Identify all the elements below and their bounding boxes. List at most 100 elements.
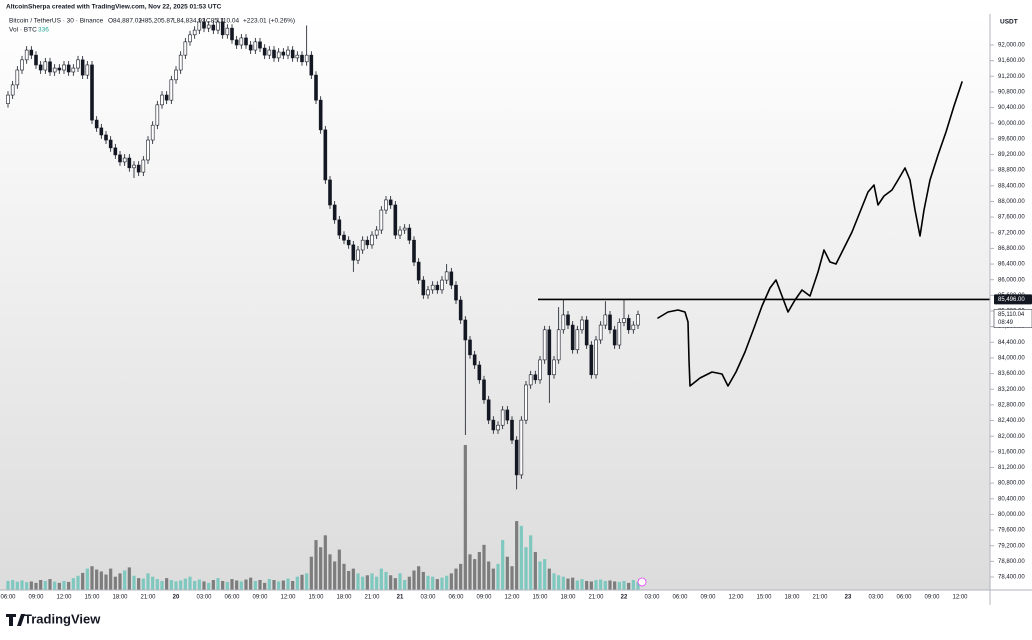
- candle-body: [136, 164, 141, 173]
- y-tick-label: 90,800.00: [998, 90, 1025, 96]
- plot-area: [6, 17, 990, 590]
- volume-bar: [113, 576, 117, 590]
- candle-body: [225, 27, 230, 36]
- candle-body: [636, 314, 640, 326]
- volume-bar: [104, 574, 108, 590]
- candle-body: [538, 359, 542, 381]
- candle-body: [570, 324, 575, 351]
- candle-body: [510, 419, 514, 441]
- volume-bar: [174, 581, 178, 590]
- x-tick-label: 03:00: [196, 595, 212, 601]
- time-axis: 06:00 09:00 12:00 15:00 18:00 21:00 20 03:00 06:…: [0, 595, 968, 601]
- candle-body: [524, 384, 528, 421]
- volume-bar: [29, 581, 33, 590]
- x-tick-label: 03:00: [868, 595, 884, 601]
- volume-bar: [20, 580, 24, 590]
- candle-body: [356, 249, 360, 261]
- volume-bar: [230, 579, 234, 590]
- volume-bar: [183, 578, 187, 590]
- y-tick-label: 86,800.00: [998, 246, 1025, 252]
- volume-bar: [501, 540, 505, 590]
- candle-body: [85, 64, 90, 76]
- volume-bar: [197, 579, 201, 590]
- x-tick-label: 03:00: [644, 595, 660, 601]
- x-tick-label: 21:00: [140, 595, 156, 601]
- x-tick-label: 12:00: [728, 595, 744, 601]
- candle-body: [421, 279, 426, 296]
- x-tick-label: 18:00: [560, 595, 576, 601]
- volume-bar: [431, 576, 435, 590]
- candle-body: [384, 199, 388, 211]
- volume-bar: [519, 525, 523, 590]
- candle-body: [589, 344, 594, 376]
- volume-bar: [613, 581, 617, 590]
- x-tick-label: 15:00: [84, 595, 100, 601]
- projection-drawing: [657, 81, 963, 387]
- volume-bar: [533, 551, 537, 590]
- volume-bar: [393, 578, 397, 590]
- candle-body: [472, 354, 477, 366]
- volume-bar: [459, 563, 463, 590]
- candle-body: [608, 314, 612, 331]
- x-tick-label: 18:00: [784, 595, 800, 601]
- candle-body: [267, 49, 272, 56]
- volume-bar: [123, 570, 127, 590]
- volume-bar: [160, 580, 164, 590]
- volume-bar: [454, 568, 458, 590]
- y-tick-label: 82,800.00: [998, 402, 1025, 408]
- volume-bar: [337, 549, 341, 590]
- volume-bar: [323, 535, 327, 590]
- candle-body: [104, 134, 108, 141]
- candle-body: [519, 419, 524, 476]
- volume-bar: [71, 578, 75, 590]
- x-tick-label: 06:00: [448, 595, 464, 601]
- candle-body: [253, 41, 258, 51]
- volume-bar: [496, 563, 500, 590]
- volume-bar: [468, 554, 472, 590]
- volume-bar: [491, 568, 495, 590]
- y-tick-label: 87,200.00: [998, 230, 1025, 236]
- x-tick-label: 21: [397, 595, 404, 601]
- candle-body: [108, 139, 113, 149]
- candle-body: [150, 124, 155, 141]
- volume-bar: [272, 580, 276, 590]
- y-tick-label: 88,400.00: [998, 183, 1025, 189]
- volume-bar: [547, 568, 551, 590]
- volume-bar: [557, 575, 561, 590]
- brand-logo: [6, 614, 25, 626]
- x-tick-label: 06:00: [224, 595, 240, 601]
- volume-bar: [239, 581, 243, 590]
- volume-bar: [473, 559, 477, 590]
- candle-body: [323, 129, 328, 181]
- volume-bar: [6, 580, 10, 590]
- x-tick-label: 15:00: [308, 595, 324, 601]
- volume-bar: [445, 575, 449, 590]
- candle-body: [533, 374, 538, 381]
- volume-bar: [141, 578, 145, 590]
- volume-bar: [561, 576, 565, 590]
- y-tick-label: 82,000.00: [998, 434, 1025, 440]
- candle-body: [239, 37, 244, 46]
- volume-bar: [417, 566, 421, 590]
- candle-body: [598, 324, 603, 341]
- y-tick-label: 81,600.00: [998, 449, 1025, 455]
- candle-body: [477, 364, 482, 381]
- currency: USDT: [1000, 19, 1018, 26]
- volume-bar: [95, 569, 99, 590]
- candle-body: [566, 314, 570, 326]
- candle-body: [547, 329, 552, 376]
- candle-body: [192, 29, 197, 36]
- y-tick-label: 91,600.00: [998, 58, 1025, 64]
- candle-body: [449, 271, 454, 286]
- volume-bar: [249, 577, 253, 590]
- last-price-box: [993, 309, 1032, 328]
- x-tick-label: 15:00: [532, 595, 548, 601]
- volume-bar: [636, 582, 640, 590]
- volume-bar: [109, 568, 113, 590]
- candle-body: [622, 318, 626, 323]
- volume-bar: [39, 580, 43, 590]
- x-tick-label: 09:00: [476, 595, 492, 601]
- volume-bar: [580, 579, 584, 590]
- volume-bar: [193, 580, 197, 590]
- volume-bar: [449, 573, 453, 590]
